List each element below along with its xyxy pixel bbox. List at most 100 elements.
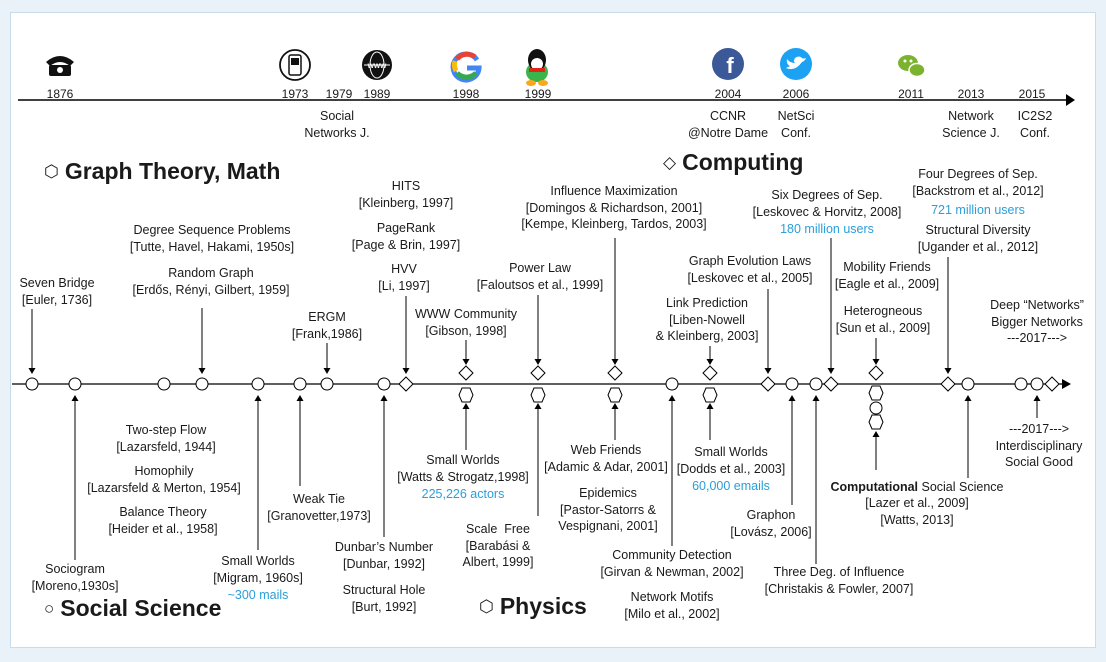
node-2001-diamond [607,365,623,381]
node-1999-diamond [530,365,546,381]
event-six-degrees-users: 180 million users [780,222,874,236]
node-1998-hex [458,387,474,403]
event-heterogeneous: Heterogneous [Sun et al., 2009] [835,304,931,335]
node-1960s [251,377,265,391]
year-1989: 1989 [363,87,391,101]
node-2017-c [1044,376,1060,392]
heading-graph-theory: ⬡ Graph Theory, Math [44,158,281,184]
circle-icon: ○ [44,599,55,618]
event-small-worlds-dodds: Small Worlds [Dodds et al., 2003] [676,445,786,476]
event-random-graph: Random Graph [Erdős, Rényi, Gilbert, 195… [132,266,290,297]
node-2017-a [1014,377,1028,391]
event-scale-free: Scale Free [Barabási & Albert, 1999] [462,522,534,569]
year-2015: 2015 [1018,87,1046,101]
wechat-icon [898,55,926,78]
event-three-degrees: Three Deg. of Influence [Christakis & Fo… [764,565,914,596]
event-degree-sequence: Degree Sequence Problems [Tutte, Havel, … [129,223,295,254]
event-structural-diversity: Structural Diversity [Ugander et al., 20… [917,223,1039,254]
event-deep-networks: Deep “Networks” Bigger Networks ---2017-… [990,298,1084,345]
event-community-detection: Community Detection [Girvan & Newman, 20… [600,548,744,579]
event-hits: HITS [Kleinberg, 1997] [358,179,454,210]
event-six-degrees: Six Degrees of Sep. [Leskovec & Horvitz,… [752,188,902,219]
event-power-law: Power Law [Faloutsos et al., 1999] [476,261,604,292]
node-1997 [398,376,414,392]
year-2004: 2004 [714,87,742,101]
google-logo-icon [450,51,482,83]
event-four-degrees-users: 721 million users [931,203,1025,217]
qq-penguin-icon [526,49,548,86]
year-1998: 1998 [452,87,480,101]
node-2003-diamond [702,365,718,381]
figure-frame [10,12,1096,648]
main-timeline-arrow [1062,379,1071,389]
event-sociogram: Sociogram [Moreno,1930s] [31,562,119,593]
event-pagerank: PageRank [Page & Brin, 1997] [351,221,461,252]
year-1973: 1973 [281,87,309,101]
event-two-step-flow: Two-step Flow [Lazarsfeld, 1944] [116,423,216,454]
event-mobility-friends: Mobility Friends [Eagle et al., 2009] [834,260,940,291]
event-small-worlds-dodds-count: 60,000 emails [692,479,770,493]
hexagon-icon: ⬡ [44,162,59,181]
heading-computing: ◇ Computing [663,149,804,175]
svg-text:f: f [726,53,734,78]
facebook-icon: f [712,48,744,80]
label-social-networks-journal: Social Networks J. [304,109,370,140]
label-network-science-journal: Network Science J. [942,109,1000,140]
event-small-worlds-watts: Small Worlds [Watts & Strogatz,1998] [397,453,529,484]
event-css-references: [Lazer et al., 2009] [Watts, 2013] [865,496,969,527]
heading-social-science: ○ Social Science [44,595,222,621]
node-2009-hex [868,385,884,401]
hexagon-icon: ⬡ [479,597,494,616]
year-2013: 2013 [957,87,985,101]
heading-physics: ⬡ Physics [479,593,587,619]
node-1998-diamond [458,365,474,381]
node-2013 [961,377,975,391]
event-www-community: WWW Community [Gibson, 1998] [414,307,518,338]
node-2012 [940,376,956,392]
node-1992 [377,377,391,391]
event-computational-social-science: Computational Social Science [830,480,1004,494]
node-2005 [760,376,776,392]
svg-text:www: www [367,61,387,70]
event-interdisciplinary: ---2017---> Interdisciplinary Social Goo… [995,422,1083,469]
node-2007 [809,377,823,391]
node-2006 [785,377,799,391]
node-1959 [195,377,209,391]
label-netsci: NetSci Conf. [777,109,815,140]
year-1979: 1979 [325,87,353,101]
event-small-worlds-migram: Small Worlds [Migram, 1960s] [213,554,303,585]
event-structural-hole: Structural Hole [Burt, 1992] [342,583,426,614]
event-web-friends: Web Friends [Adamic & Adar, 2001] [544,443,668,474]
event-epidemics: Epidemics [Pastor-Satorrs & Vespignani, … [558,486,658,533]
event-hvv: HVV [Li, 1997] [378,262,430,293]
event-seven-bridge: Seven Bridge [Euler, 1736] [19,276,95,307]
event-ergm: ERGM [Frank,1986] [291,310,363,341]
event-influence-maximization: Influence Maximization [Domingos & Richa… [521,184,707,231]
event-four-degrees: Four Degrees of Sep. [Backstrom et al., … [912,167,1044,198]
node-2017-b [1030,377,1044,391]
node-1736 [25,377,39,391]
event-weak-tie: Weak Tie [Granovetter,1973] [267,492,371,523]
node-1944 [157,377,171,391]
event-homophily: Homophily [Lazarsfeld & Merton, 1954] [87,464,241,495]
year-2006: 2006 [782,87,810,101]
node-2008 [823,376,839,392]
leader-lines [28,238,1041,564]
event-balance-theory: Balance Theory [Heider et al., 1958] [108,505,218,536]
node-1973 [293,377,307,391]
telephone-icon [46,56,74,76]
year-1999: 1999 [524,87,552,101]
event-graphon: Graphon [Lovász, 2006] [730,508,812,539]
diamond-icon: ◇ [663,153,677,172]
node-2009-hex2 [868,414,884,430]
node-2009-circle [869,401,883,415]
event-link-prediction: Link Prediction [Liben-Nowell & Kleinber… [655,296,759,343]
node-2009-diamond [868,365,884,381]
node-1930s [68,377,82,391]
label-ic2s2: IC2S2 Conf. [1017,109,1053,140]
event-dunbar: Dunbar’s Number [Dunbar, 1992] [334,540,434,571]
event-small-worlds-migram-count: ~300 mails [227,588,289,602]
event-network-motifs: Network Motifs [Milo et al., 2002] [624,590,720,621]
node-1999-hex [530,387,546,403]
